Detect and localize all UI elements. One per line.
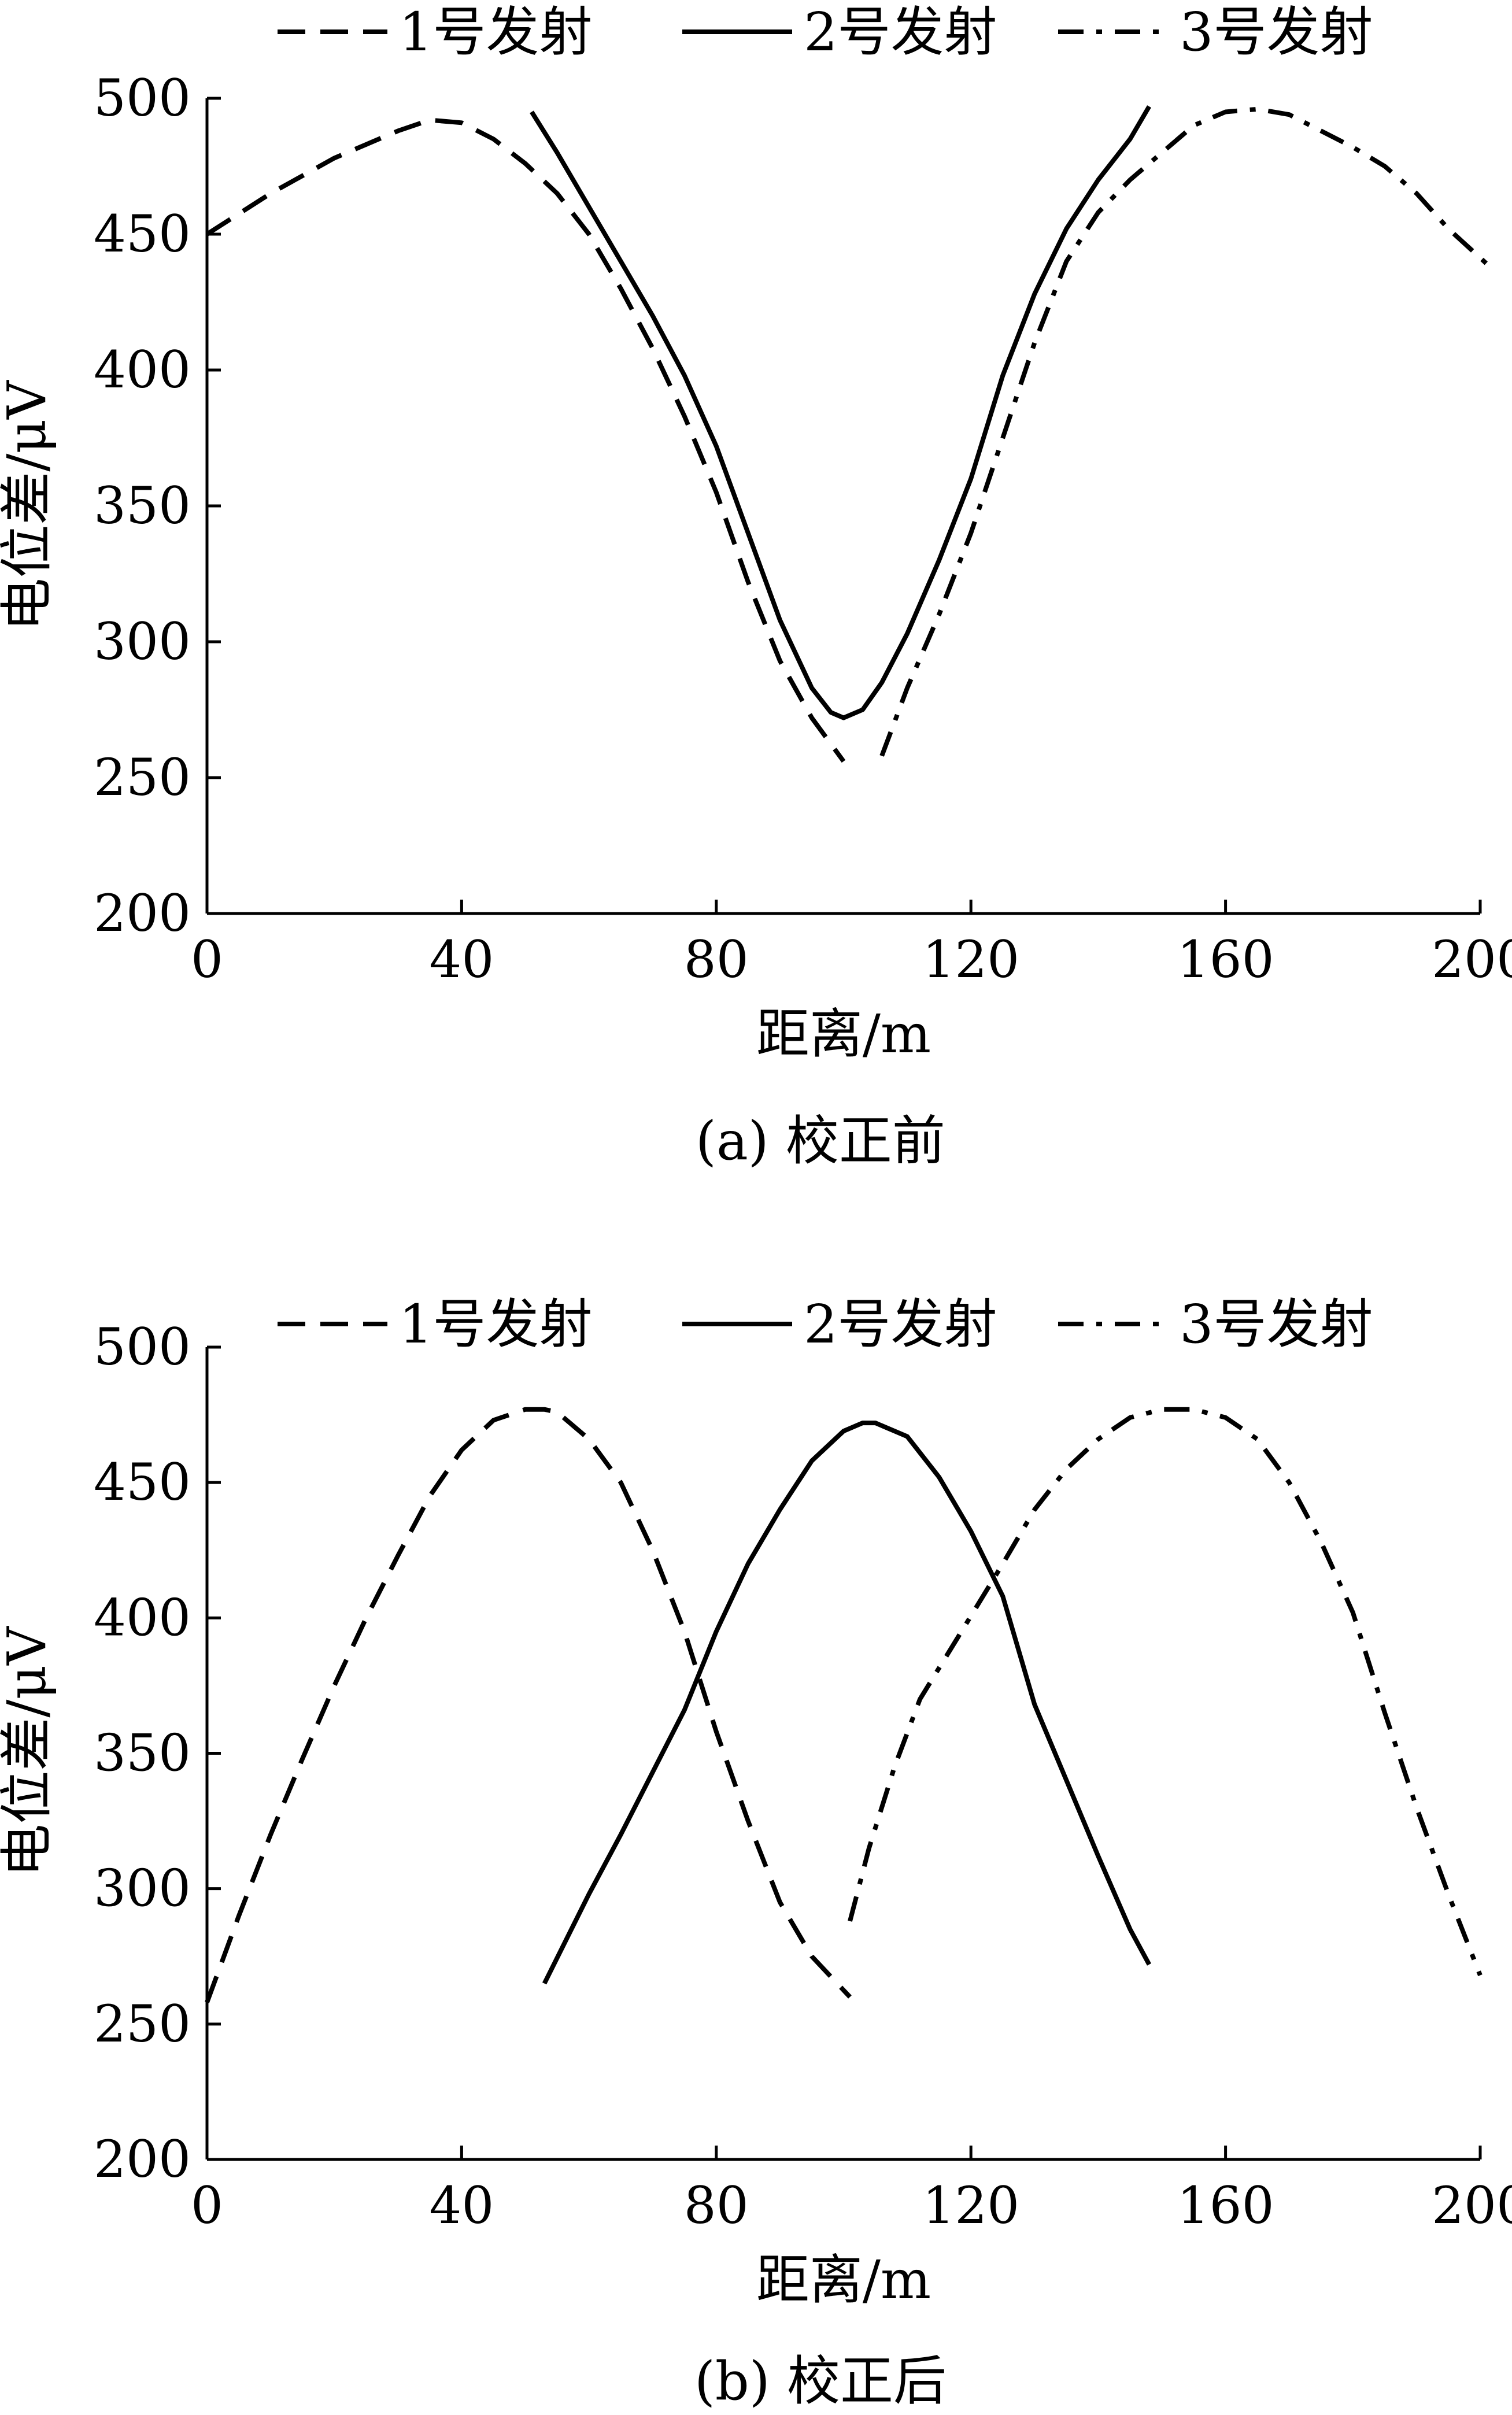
x-tick-label: 0 (191, 2176, 223, 2235)
y-tick-label: 200 (94, 883, 191, 943)
x-tick-label: 80 (684, 2176, 749, 2235)
x-tick-label: 120 (922, 2176, 1019, 2235)
y-tick-label: 300 (94, 612, 191, 671)
x-tick-label: 40 (429, 930, 494, 989)
legend-label-1: 1号发射 (399, 1, 593, 63)
series-line-2 (530, 105, 1151, 720)
y-tick-label: 350 (94, 1724, 191, 1783)
x-tick-label: 200 (1432, 930, 1512, 989)
legend-label-3: 3号发射 (1180, 1, 1373, 63)
y-tick-label: 500 (94, 68, 191, 128)
series-line-1 (205, 117, 846, 763)
chart-panel-a: 1号发射 2号发射 3号发射 200 250 300 350 400 450 500 0 40 80 12… (0, 1, 1512, 1172)
y-axis-title: 电位差/μV (0, 1626, 58, 1877)
series-line-1 (205, 1407, 852, 2003)
y-tick-label: 450 (94, 204, 191, 264)
series-line-3 (848, 1407, 1483, 1976)
series-line-3 (879, 106, 1495, 757)
y-tick-label: 400 (94, 340, 191, 400)
panel-caption: (a) 校正前 (696, 1110, 945, 1172)
legend-label-1: 1号发射 (399, 1293, 593, 1355)
x-tick-label: 160 (1177, 2176, 1274, 2235)
panel-caption: (b) 校正后 (694, 2350, 947, 2412)
x-tick-label: 0 (191, 930, 223, 989)
y-tick-label: 200 (94, 2129, 191, 2189)
y-tick-label: 450 (94, 1452, 191, 1512)
y-tick-label: 400 (94, 1588, 191, 1647)
legend-label-3: 3号发射 (1180, 1293, 1373, 1355)
y-axis-title: 电位差/μV (0, 380, 58, 631)
x-tick-label: 120 (922, 930, 1019, 989)
legend-label-2: 2号发射 (804, 1293, 997, 1355)
x-axis-title: 距离/m (756, 2249, 931, 2311)
y-tick-label: 250 (94, 1994, 191, 2054)
x-tick-label: 160 (1177, 930, 1274, 989)
legend-label-2: 2号发射 (804, 1, 997, 63)
series-line-2 (542, 1421, 1152, 1985)
y-tick-label: 250 (94, 748, 191, 807)
x-axis-title: 距离/m (756, 1003, 931, 1065)
chart-panel-b: 1号发射 2号发射 3号发射 200 250 300 350 400 450 500 0 40 80 12… (0, 1293, 1512, 2412)
x-tick-label: 200 (1432, 2176, 1512, 2235)
x-tick-label: 80 (684, 930, 749, 989)
y-tick-label: 500 (94, 1317, 191, 1377)
y-tick-label: 300 (94, 1859, 191, 1918)
x-tick-label: 40 (429, 2176, 494, 2235)
y-tick-label: 350 (94, 476, 191, 535)
